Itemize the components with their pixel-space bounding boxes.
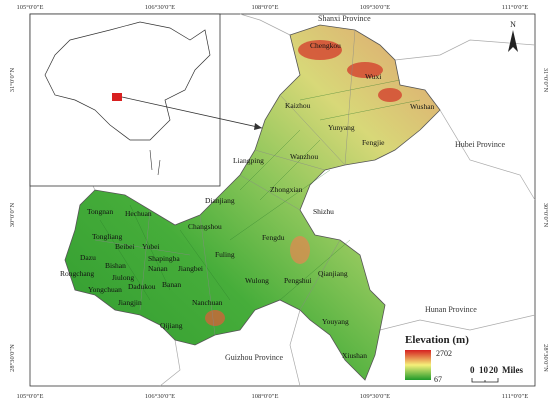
top-coordinate: 106°30′0″E <box>145 4 175 11</box>
county-label: Wanzhou <box>290 152 318 161</box>
county-label: Rongchang <box>60 269 94 278</box>
county-label: Nanan <box>148 264 168 273</box>
province-label: Hunan Province <box>425 305 477 314</box>
county-label: Jiulong <box>112 273 134 282</box>
legend-max: 2702 <box>436 349 452 358</box>
high-elevation <box>205 40 402 326</box>
county-label: Youyang <box>322 317 349 326</box>
scale-label: 0 <box>470 365 475 375</box>
province-borders <box>30 13 536 387</box>
county-label: Nanchuan <box>192 298 223 307</box>
left-coordinate: 28°30′0″N <box>9 344 16 372</box>
islands <box>149 149 161 176</box>
county-label: Fengjie <box>362 138 385 147</box>
arrow-head <box>254 123 262 130</box>
county-label: Hechuan <box>125 209 152 218</box>
county-label: Liangping <box>233 156 264 165</box>
left-coordinate: 31°0′0″N <box>9 67 16 92</box>
north-arrow <box>508 30 518 52</box>
county-label: Changshou <box>188 222 222 231</box>
county-label: Jiangbei <box>178 264 203 273</box>
province-label: Shanxi Province <box>318 14 371 23</box>
district-borders <box>94 29 356 336</box>
right-coordinate: 28°30′0″N <box>542 344 549 372</box>
county-label: Beibei <box>115 242 135 251</box>
county-label: Banan <box>162 280 181 289</box>
bottom-coordinate: 111°0′0″E <box>502 393 528 400</box>
county-label: Tongliang <box>92 232 123 241</box>
province-label: Guizhou Province <box>225 353 283 362</box>
bottom-coordinate: 106°30′0″E <box>145 393 175 400</box>
province-label: Hubei Province <box>455 140 505 149</box>
scale-label: 10 <box>479 365 489 375</box>
bottom-coordinate: 105°0′0″E <box>17 393 44 400</box>
county-label: Shizhu <box>313 207 334 216</box>
inset-highlight <box>112 93 122 101</box>
county-label: Qijiang <box>160 321 183 330</box>
county-label: Wuxi <box>365 72 381 81</box>
chongqing-region <box>64 24 441 381</box>
right-coordinate: 31°0′0″N <box>542 68 549 93</box>
right-coordinate: 30°0′0″N <box>542 203 549 228</box>
county-label: Yunyang <box>328 123 355 132</box>
inset-arrow <box>121 96 263 129</box>
county-label: Shapingba <box>148 254 180 263</box>
china-outline <box>44 21 211 141</box>
county-label: Pengshui <box>284 276 312 285</box>
county-label: Bishan <box>105 261 126 270</box>
legend-ramp <box>405 350 431 380</box>
county-label: Yubei <box>142 242 160 251</box>
county-label: Fuling <box>215 250 235 259</box>
county-labels: Chengkou Wuxi Wushan Kaizhou Yunyang Fen… <box>60 41 435 360</box>
county-label: Wulong <box>245 276 269 285</box>
legend-min: 67 <box>434 375 442 384</box>
county-label: Chengkou <box>310 41 341 50</box>
county-label: Dianjiang <box>205 196 235 205</box>
county-label: Xiushan <box>342 351 367 360</box>
bottom-coordinate: 109°30′0″E <box>360 393 390 400</box>
county-label: Fengdu <box>262 233 285 242</box>
county-label: Qianjiang <box>318 269 348 278</box>
legend-title: Elevation (m) <box>405 334 469 346</box>
county-label: Tongnan <box>87 207 113 216</box>
top-coordinate: 109°30′0″E <box>360 4 390 11</box>
county-label: Kaizhou <box>285 101 311 110</box>
county-label: Jiangjin <box>118 298 142 307</box>
top-coordinate: 105°0′0″E <box>17 4 44 11</box>
bottom-coordinate: 108°0′0″E <box>252 393 279 400</box>
scale-label: 20 <box>489 365 499 375</box>
left-coordinate: 30°0′0″N <box>9 202 16 227</box>
county-label: Dadukou <box>128 282 156 291</box>
scale-unit: Miles <box>502 365 523 375</box>
scale-bar <box>471 378 499 383</box>
county-label: Dazu <box>80 253 96 262</box>
north-label: N <box>510 20 516 29</box>
county-label: Zhongxian <box>270 185 303 194</box>
top-coordinate: 108°0′0″E <box>252 4 279 11</box>
county-label: Yongchuan <box>88 285 122 294</box>
county-label: Wushan <box>410 102 435 111</box>
top-coordinate: 111°0′0″E <box>502 4 528 11</box>
ridges <box>99 79 421 301</box>
